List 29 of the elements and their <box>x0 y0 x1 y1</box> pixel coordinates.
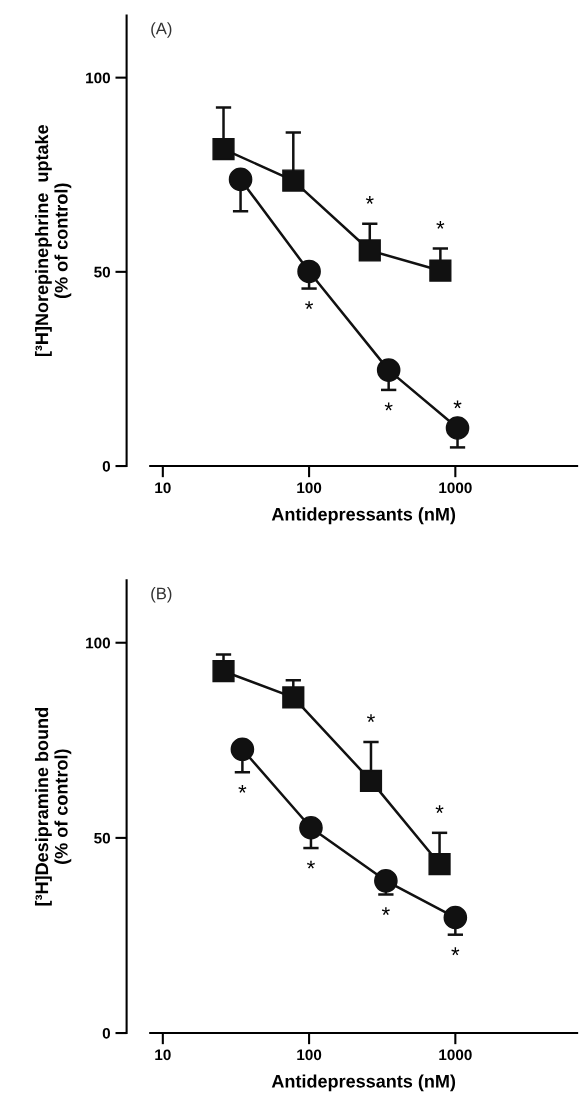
chart-title: (B) <box>151 587 172 603</box>
annotation: * <box>305 301 314 310</box>
x-tick-label: 10 <box>155 1049 171 1061</box>
annotation: * <box>453 400 462 409</box>
annotation: * <box>306 860 315 869</box>
y-axis-title: [³H]Norepinephrine uptake (% of control) <box>34 125 72 357</box>
annotation: * <box>436 220 445 229</box>
x-tick-label: 10 <box>155 482 171 494</box>
x-axis-title: Antidepressants (nM) <box>271 507 456 525</box>
y-tick-label: 0 <box>102 1027 111 1039</box>
y-tick-label: 50 <box>94 266 111 278</box>
chart-title: (A) <box>151 22 172 38</box>
y-tick-label: 0 <box>102 460 111 472</box>
y-tick-label: 100 <box>86 72 111 84</box>
y-tick-label: 50 <box>94 832 111 844</box>
annotation: * <box>365 196 374 204</box>
annotation: * <box>238 785 247 793</box>
y-tick-label: 100 <box>86 637 111 649</box>
annotation: * <box>435 805 444 814</box>
annotation: * <box>384 402 393 411</box>
annotation: * <box>451 947 460 956</box>
annotation: * <box>381 907 390 915</box>
y-axis-title: [³H]Desipramine bound (% of control) <box>34 708 72 906</box>
x-tick-label: 1000 <box>439 1049 472 1061</box>
x-tick-label: 100 <box>297 482 322 494</box>
annotation: * <box>367 714 375 723</box>
x-tick-label: 100 <box>297 1049 322 1061</box>
x-axis-title: Antidepressants (nM) <box>271 1074 456 1092</box>
x-tick-label: 1000 <box>439 482 472 494</box>
